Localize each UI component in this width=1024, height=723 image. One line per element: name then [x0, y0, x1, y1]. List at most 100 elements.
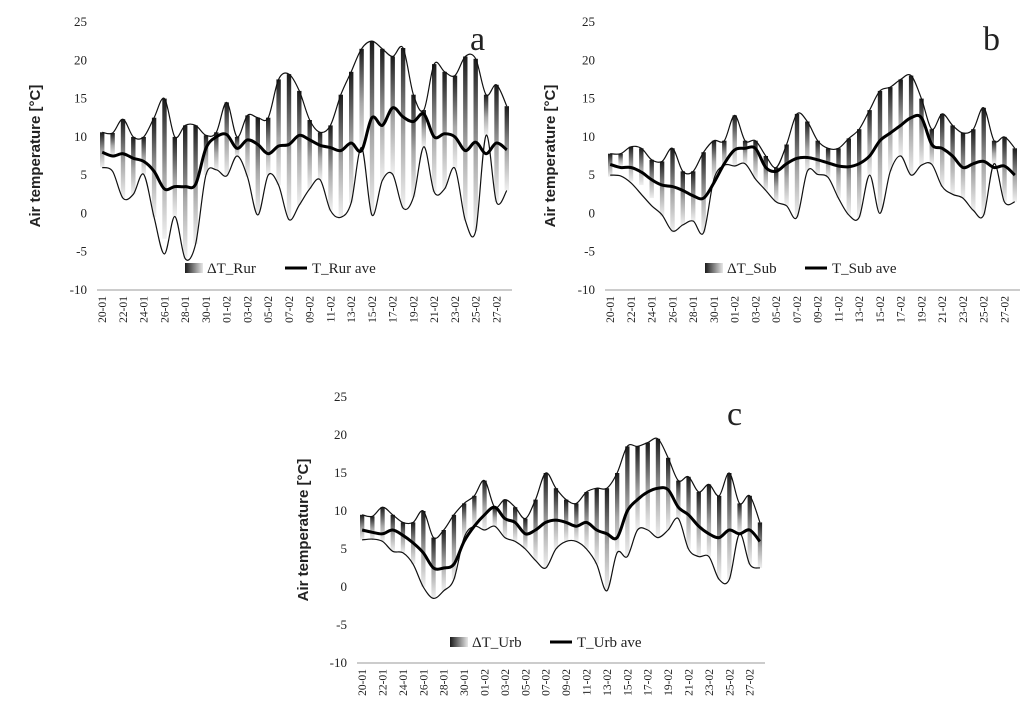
- bar-ΔT_Rur: [234, 136, 240, 156]
- bar-ΔT_Urb: [400, 522, 406, 553]
- x-tick-label: 23-02: [704, 669, 716, 696]
- y-tick-label: 25: [582, 14, 595, 29]
- bar-ΔT_Sub: [639, 148, 644, 186]
- x-tick-label: 26-01: [159, 296, 171, 323]
- bar-ΔT_Rur: [141, 136, 146, 175]
- bar-ΔT_Sub: [680, 171, 685, 225]
- bar-ΔT_Rur: [110, 133, 115, 156]
- bar-ΔT_Urb: [574, 503, 579, 542]
- legend-label-bar: ΔT_Sub: [727, 261, 777, 277]
- x-tick-labels: 20-01 22-01 24-01 26-01 28-01 30-01 01-02 03-02…: [357, 669, 757, 696]
- bar-ΔT_Sub: [991, 140, 997, 164]
- x-tick-label: 30-01: [459, 669, 471, 696]
- x-tick-label: 05-02: [520, 669, 532, 696]
- y-axis-label: Air temperature [°C]: [295, 459, 312, 602]
- x-tick-label: 21-02: [429, 296, 441, 323]
- y-tick-label: 5: [589, 167, 596, 182]
- x-tick-label: 20-01: [97, 296, 109, 323]
- x-tick-label: 09-02: [305, 296, 317, 323]
- x-tick-label: 24-01: [647, 296, 659, 323]
- bar-ΔT_Sub: [805, 121, 810, 172]
- x-tick-label: 19-02: [663, 669, 675, 696]
- bar-ΔT_Sub: [618, 153, 623, 166]
- panel-letter: c: [727, 396, 742, 433]
- line-T_Rur-ave: [101, 106, 508, 192]
- bar-ΔT_Rur: [131, 136, 136, 195]
- x-tick-label: 22-01: [378, 669, 390, 696]
- y-tick-label: -5: [336, 617, 347, 632]
- legend-swatch-bar: [705, 263, 723, 273]
- x-tick-label: 11-02: [325, 296, 337, 323]
- x-tick-label: 25-02: [471, 296, 483, 323]
- bar-ΔT_Sub: [898, 79, 903, 156]
- line-T_Sub-ave: [609, 113, 1016, 201]
- y-tick-label: -10: [578, 282, 595, 297]
- chart-panel-a: -10 -5 0 5 10 15 20 25 Air temperature [°C] 20-01…: [27, 14, 512, 323]
- bar-ΔT_Sub: [857, 129, 862, 218]
- bar-ΔT_Rur: [276, 79, 281, 186]
- bar-ΔT_Urb: [451, 514, 457, 580]
- line-tmin: [610, 155, 1015, 235]
- legend-label-line: T_Urb ave: [577, 635, 642, 651]
- x-tick-label: 05-02: [263, 296, 275, 323]
- x-tick-label: 11-02: [582, 669, 594, 696]
- bar-ΔT_Rur: [203, 135, 209, 176]
- x-tick-label: 17-02: [896, 296, 908, 323]
- bar-ΔT_Sub: [722, 140, 727, 167]
- x-tick-label: 28-01: [688, 296, 700, 323]
- bar-ΔT_Rur: [349, 71, 354, 203]
- bar-ΔT_Sub: [877, 90, 883, 214]
- bar-ΔT_Rur: [172, 136, 177, 217]
- x-tick-label: 01-02: [480, 669, 492, 696]
- x-tick-label: 30-01: [709, 296, 721, 323]
- x-tick-label: 19-02: [408, 296, 420, 323]
- x-tick-label: 23-02: [958, 296, 970, 323]
- bar-ΔT_Rur: [463, 56, 468, 221]
- bar-ΔT_Urb: [543, 473, 548, 568]
- legend-label-line: T_Sub ave: [832, 261, 897, 277]
- x-tick-label: 13-02: [602, 669, 614, 696]
- y-tick-label: 0: [81, 205, 88, 220]
- panel-letter: a: [470, 21, 485, 58]
- bar-ΔT_Rur: [359, 48, 364, 148]
- x-tick-label: 05-02: [771, 296, 783, 323]
- bar-ΔT_Sub: [950, 125, 955, 195]
- bar-ΔT_Rur: [307, 120, 312, 189]
- bar-ΔT_Sub: [908, 75, 914, 176]
- bar-ΔT_Sub: [659, 161, 665, 217]
- bar-ΔT_Sub: [784, 144, 789, 206]
- y-axis-label: Air temperature [°C]: [542, 85, 559, 228]
- bar-ΔT_Urb: [370, 516, 375, 540]
- y-tick-label: 0: [341, 579, 348, 594]
- bar-ΔT_Urb: [482, 480, 487, 530]
- bar-ΔT_Sub: [960, 133, 966, 199]
- bar-ΔT_Sub: [774, 167, 779, 202]
- x-tick-label: 23-02: [450, 296, 462, 323]
- legend: ΔT_Sub T_Sub ave: [705, 261, 897, 277]
- bar-ΔT_Urb: [727, 473, 732, 580]
- bar-ΔT_Sub: [815, 140, 820, 175]
- bar-ΔT_Sub: [867, 110, 872, 176]
- x-tick-label: 27-02: [491, 296, 503, 323]
- bar-ΔT_Urb: [635, 446, 640, 530]
- y-tick-label: -10: [330, 655, 347, 670]
- y-tick-label: -5: [584, 244, 595, 259]
- bar-ΔT_Urb: [360, 514, 365, 540]
- line-tmax: [361, 437, 761, 539]
- bar-ΔT_Sub: [794, 113, 800, 218]
- panel-letter: b: [983, 21, 1000, 58]
- x-tick-label: 28-01: [180, 296, 192, 323]
- bar-ΔT_Sub: [753, 140, 758, 179]
- bar-ΔT_Rur: [328, 125, 333, 211]
- y-tick-label: 20: [582, 52, 595, 67]
- x-tick-label: 03-02: [500, 669, 512, 696]
- x-tick-label: 20-01: [605, 296, 617, 323]
- x-tick-label: 22-01: [118, 296, 130, 323]
- line-tmin: [102, 134, 508, 261]
- bar-ΔT_Urb: [492, 507, 497, 527]
- x-tick-label: 15-02: [875, 296, 887, 323]
- line-tmax: [102, 40, 508, 140]
- bar-ΔT_Rur: [266, 117, 271, 176]
- bar-ΔT_Urb: [625, 446, 630, 557]
